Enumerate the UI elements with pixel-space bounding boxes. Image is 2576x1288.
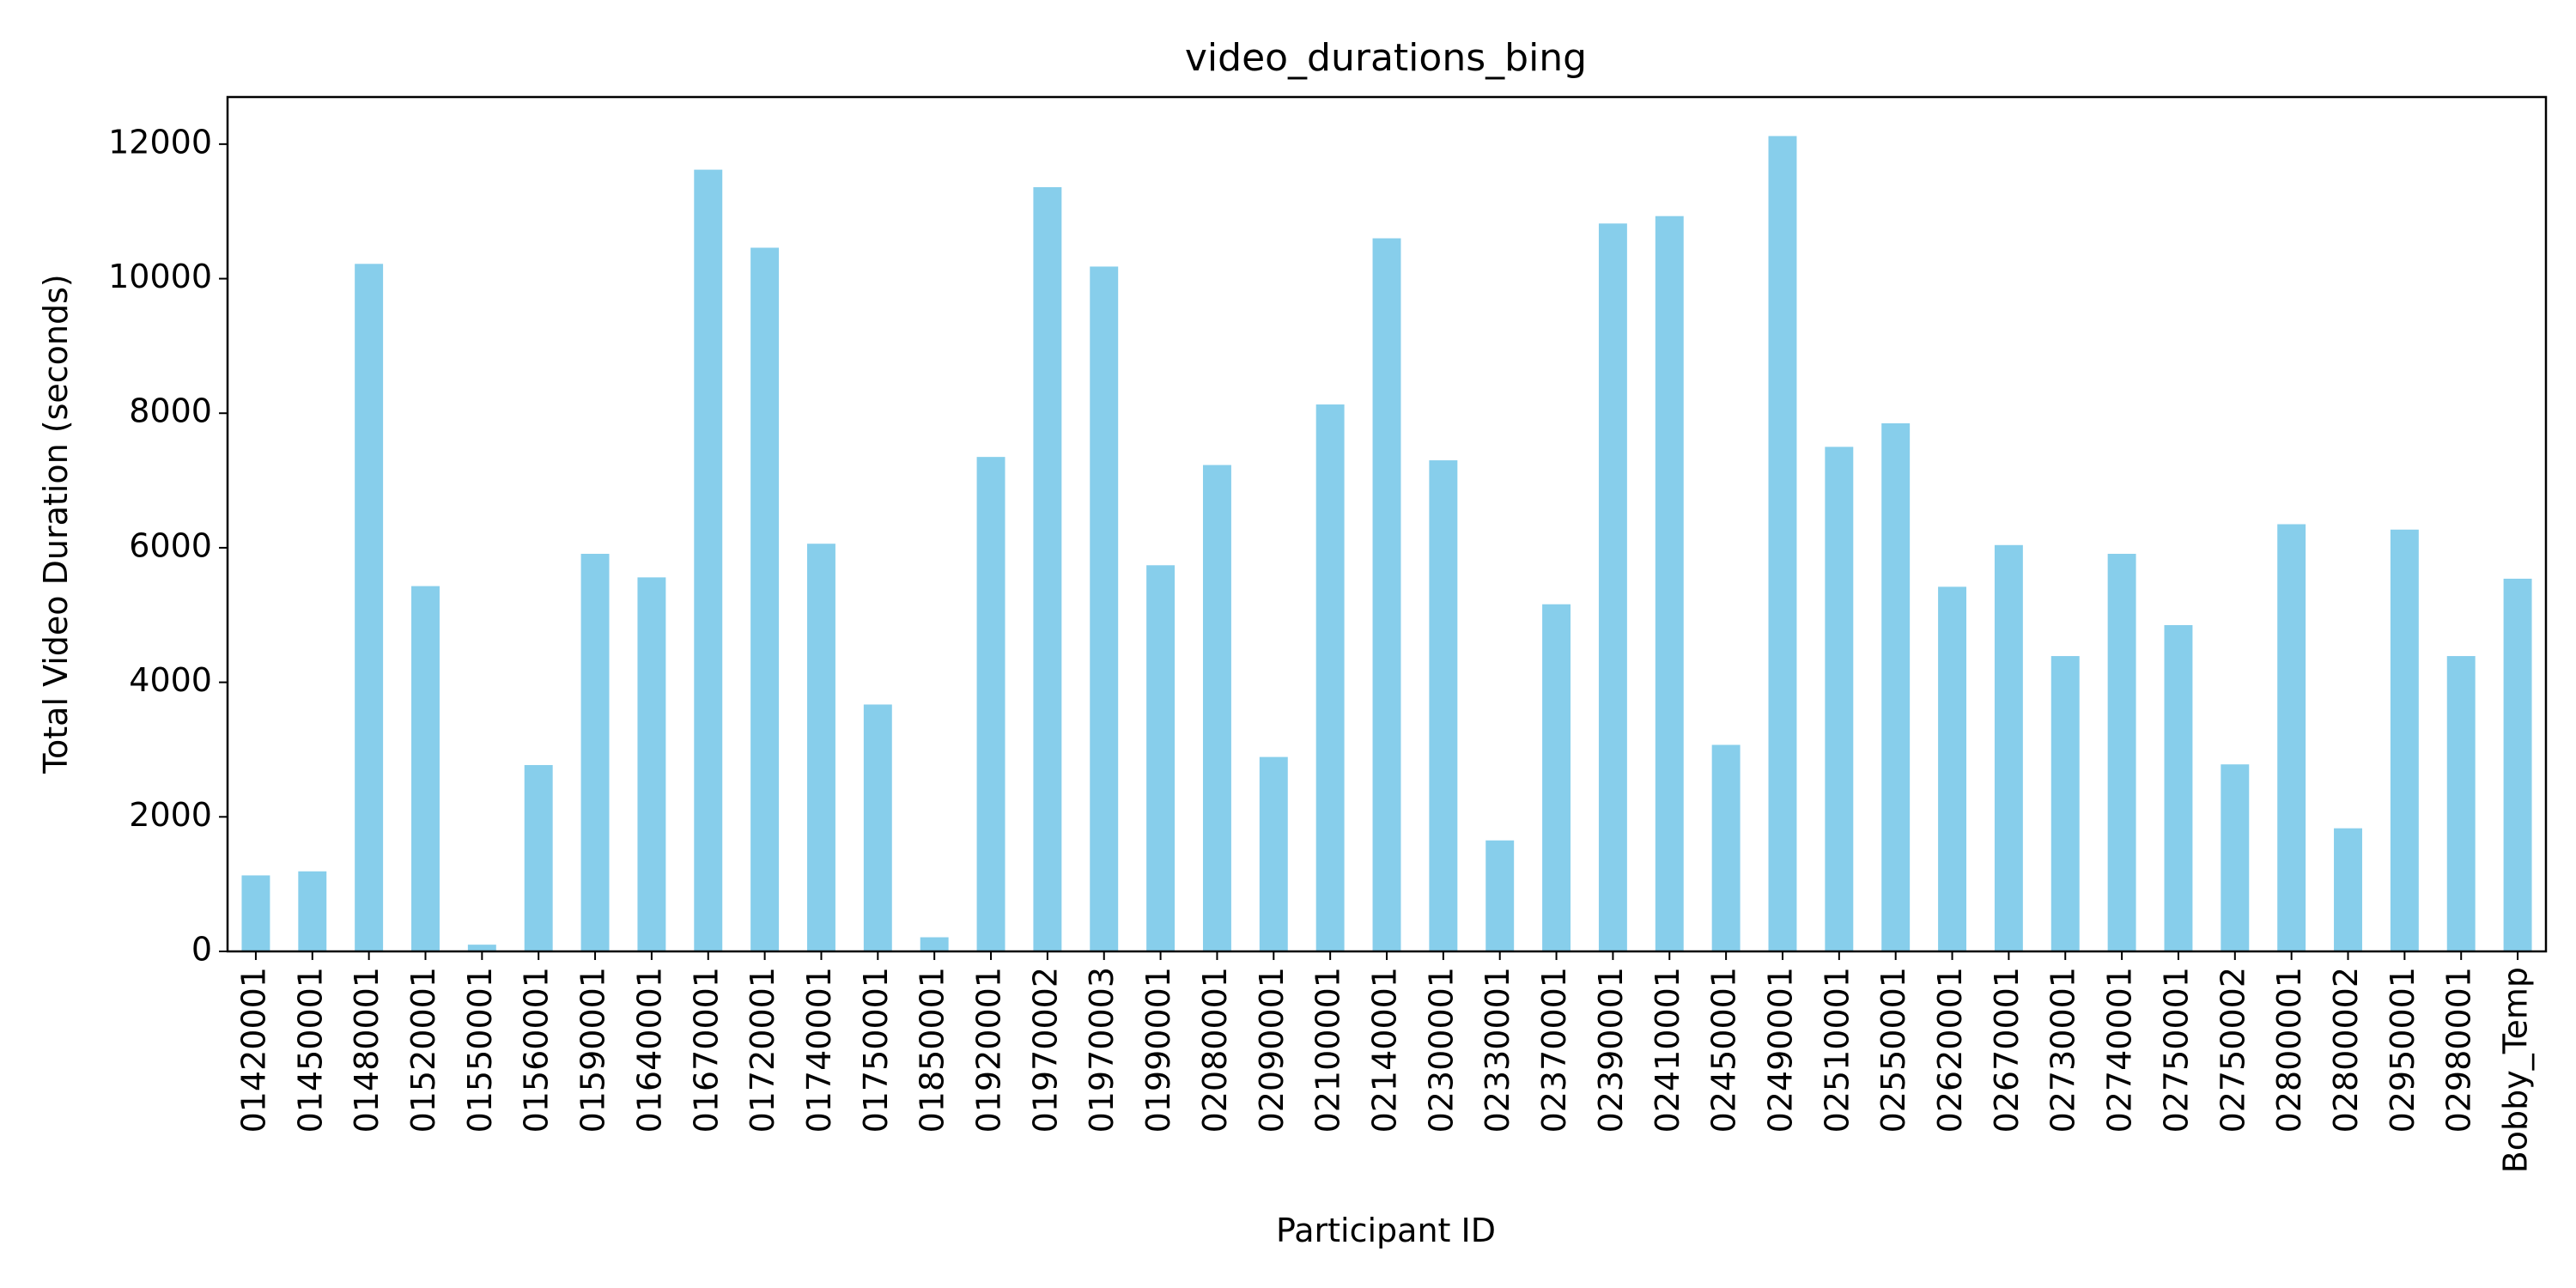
bar-01970003 [1090,266,1119,951]
y-axis: 0 2000 4000 6000 8000 10000 12000 [108,123,228,969]
bar-01670001 [694,169,723,952]
x-tick-label: 02090001 [1253,967,1291,1133]
x-tick-label: 01750001 [857,967,895,1133]
bar-02750002 [2221,764,2250,951]
x-tick-label: 01920001 [970,967,1008,1133]
x-tick-label: 01450001 [291,967,329,1133]
x-tick-label: 02800001 [2270,967,2308,1133]
x-tick-label: 01520001 [404,967,442,1133]
bar-01450001 [298,871,327,951]
x-tick-label: 02510001 [1818,967,1856,1133]
bar-02330001 [1485,840,1515,951]
x-tick-label: 01740001 [800,967,838,1133]
x-tick-label: 02980001 [2440,967,2478,1133]
y-axis-label: Total Video Duration (seconds) [37,274,75,774]
x-tick-label: 02950001 [2384,967,2421,1133]
bar-02800002 [2334,828,2362,951]
bar-01520001 [411,586,440,951]
x-tick-label: 01640001 [630,967,668,1133]
chart-title: video_durations_bing [1185,36,1587,80]
x-tick-label: 02550001 [1874,967,1912,1133]
x-tick-label: 02740001 [2101,967,2139,1133]
bar-02950001 [2390,529,2419,951]
bar-01420001 [241,875,270,951]
x-tick-label: 02450001 [1705,967,1743,1133]
x-tick-label: 02330001 [1479,967,1516,1133]
x-tick-label: 01420001 [234,967,272,1133]
x-tick-label: 01970002 [1026,967,1064,1133]
bar-02800001 [2277,524,2306,951]
bar-02090001 [1259,756,1288,951]
bar-01590001 [580,553,610,951]
x-tick-label: 02080001 [1196,967,1234,1133]
bar-01850001 [920,937,949,951]
x-tick-label: 01480001 [348,967,386,1133]
x-tick-label: 02620001 [1931,967,1969,1133]
x-tick-label: 02410001 [1649,967,1686,1133]
bar-02620001 [1938,586,1966,951]
x-tick-label: 02750001 [2157,967,2195,1133]
bar-02390001 [1598,223,1627,951]
x-tick-label: 01670001 [687,967,725,1133]
x-tick-label: 02730001 [2044,967,2082,1133]
bar-02550001 [1881,422,1911,951]
bars-group [241,136,2532,952]
bar-02370001 [1542,604,1571,951]
bar-02450001 [1711,744,1741,951]
x-tick-label: 02100001 [1309,967,1347,1133]
y-tick-label: 6000 [129,526,212,564]
x-tick-label: 01850001 [914,967,951,1133]
bar-02730001 [2050,656,2080,951]
x-tick-label: 02670001 [1988,967,2026,1133]
y-tick-label: 10000 [108,258,212,295]
bar-01970002 [1033,186,1062,951]
x-tick-label: 01550001 [461,967,499,1133]
bar-02410001 [1655,216,1684,952]
x-tick-label: 02140001 [1366,967,1404,1133]
x-tick-label: 02800002 [2327,967,2365,1133]
bar-01920001 [976,457,1005,951]
y-tick-label: 8000 [129,392,212,430]
x-tick-label: 02300001 [1422,967,1460,1133]
bar-Bobby_Temp [2503,578,2532,951]
bar-02670001 [1994,544,2023,951]
bar-02100001 [1315,404,1345,951]
bar-02080001 [1202,465,1231,951]
bar-01640001 [637,577,666,951]
x-tick-label: 02490001 [1761,967,1799,1133]
x-axis-label: Participant ID [1276,1212,1496,1249]
x-tick-label: 01720001 [744,967,781,1133]
x-axis: 01420001 01450001 01480001 01520001 01550001… [234,951,2535,1173]
y-tick-label: 12000 [108,123,212,161]
bar-01480001 [355,264,384,952]
bar-02750001 [2164,625,2193,951]
bar-02300001 [1429,460,1458,951]
bar-01750001 [863,704,892,951]
x-tick-label: 01590001 [574,967,612,1133]
x-tick-label: 01560001 [518,967,556,1133]
y-tick-label: 2000 [129,796,212,834]
bar-02510001 [1825,447,1854,951]
y-tick-label: 4000 [129,661,212,699]
y-tick-label: 0 [191,931,212,969]
x-tick-label: Bobby_Temp [2497,967,2535,1173]
x-tick-label: 02750002 [2214,967,2251,1133]
plot-frame [226,95,2548,953]
bar-01990001 [1146,565,1176,951]
bar-01720001 [750,247,780,951]
bar-01740001 [807,544,835,951]
x-tick-label: 01970003 [1083,967,1121,1133]
x-tick-label: 02370001 [1535,967,1573,1133]
bar-02980001 [2446,656,2476,951]
x-tick-label: 02390001 [1592,967,1630,1133]
bar-01560001 [524,764,553,951]
bar-02490001 [1768,136,1797,952]
x-tick-label: 01990001 [1139,967,1177,1133]
bar-02140001 [1372,238,1401,951]
bar-01550001 [467,945,496,951]
bar-02740001 [2107,553,2136,951]
